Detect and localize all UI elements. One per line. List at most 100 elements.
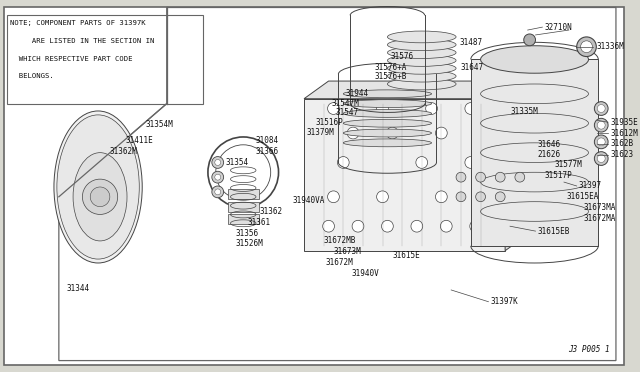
Ellipse shape [387,70,456,82]
Circle shape [387,127,398,139]
Circle shape [597,155,605,163]
Text: 31577M: 31577M [554,160,582,169]
Circle shape [215,160,221,166]
Circle shape [595,152,608,166]
Text: 31547: 31547 [335,108,358,117]
Text: 31673MA: 31673MA [584,203,616,212]
Circle shape [376,103,388,115]
Text: 31411E: 31411E [125,137,154,145]
Circle shape [323,220,335,232]
Circle shape [524,34,536,46]
Circle shape [83,179,118,214]
Ellipse shape [343,139,431,147]
Circle shape [328,103,339,115]
Circle shape [348,127,359,139]
Text: 31576: 31576 [390,52,413,61]
Text: 31647: 31647 [461,63,484,72]
Ellipse shape [343,90,431,98]
Circle shape [577,37,596,57]
Ellipse shape [387,39,456,51]
Text: 31516P: 31516P [316,118,344,127]
Circle shape [352,220,364,232]
FancyBboxPatch shape [228,202,259,212]
Ellipse shape [57,115,140,259]
Text: 31084: 31084 [255,137,278,145]
FancyBboxPatch shape [228,214,259,224]
Circle shape [337,157,349,169]
Ellipse shape [343,100,431,108]
Circle shape [580,41,593,52]
Ellipse shape [481,46,588,73]
Text: 31940VA: 31940VA [292,196,324,205]
Circle shape [90,187,110,206]
Text: 31672MB: 31672MB [324,237,356,246]
Text: 31517P: 31517P [545,171,572,180]
Circle shape [465,157,477,169]
Circle shape [597,121,605,129]
Ellipse shape [387,62,456,74]
Circle shape [435,127,447,139]
Circle shape [595,135,608,149]
Ellipse shape [343,119,431,127]
Text: 31673M: 31673M [333,247,361,256]
Circle shape [495,172,505,182]
Text: 32710N: 32710N [545,23,572,32]
Text: 3162B: 3162B [610,140,633,148]
Text: 31526M: 31526M [236,239,263,248]
Text: 31366: 31366 [255,147,278,156]
Circle shape [376,191,388,203]
Text: 31362: 31362 [260,207,283,216]
Ellipse shape [343,109,431,117]
Circle shape [212,186,223,198]
Text: 31335M: 31335M [510,107,538,116]
Circle shape [328,191,339,203]
Circle shape [595,102,608,115]
Ellipse shape [73,153,127,241]
Polygon shape [505,81,530,251]
Polygon shape [304,81,530,99]
FancyBboxPatch shape [7,15,203,104]
Text: 31576+A: 31576+A [374,63,407,72]
Ellipse shape [387,55,456,66]
Circle shape [440,220,452,232]
Text: 31623: 31623 [610,150,633,159]
Circle shape [416,157,428,169]
Circle shape [456,192,466,202]
FancyBboxPatch shape [228,189,259,199]
Circle shape [495,192,505,202]
Text: 31397K: 31397K [490,297,518,306]
Circle shape [212,171,223,183]
Text: 31547M: 31547M [332,99,359,108]
Circle shape [475,191,486,203]
Text: 31672MA: 31672MA [584,214,616,223]
Ellipse shape [54,111,142,263]
Text: 31935E: 31935E [610,118,638,127]
Text: J3 P005 1: J3 P005 1 [568,345,610,354]
Circle shape [476,192,486,202]
FancyBboxPatch shape [4,7,624,365]
Circle shape [426,103,437,115]
Text: 31356: 31356 [236,228,259,238]
Text: WHICH RESPECTIVE PART CODE: WHICH RESPECTIVE PART CODE [10,55,132,61]
Text: 31344: 31344 [67,283,90,292]
Circle shape [435,191,447,203]
FancyBboxPatch shape [304,99,505,251]
Circle shape [411,220,423,232]
Text: 31354: 31354 [225,158,249,167]
Text: 31615EB: 31615EB [538,227,570,235]
Text: NOTE; COMPONENT PARTS OF 31397K: NOTE; COMPONENT PARTS OF 31397K [10,20,145,26]
Text: 31354M: 31354M [145,120,173,129]
Circle shape [456,172,466,182]
Circle shape [595,118,608,132]
Text: 31646: 31646 [538,140,561,149]
Circle shape [515,172,525,182]
Text: 31576+B: 31576+B [374,72,407,81]
Circle shape [597,138,605,146]
Text: 31940V: 31940V [351,269,379,278]
Text: 31615E: 31615E [392,251,420,260]
Ellipse shape [343,129,431,137]
Text: 31336M: 31336M [596,42,624,51]
Text: 31672M: 31672M [326,258,353,267]
Text: 21626: 21626 [538,150,561,159]
Circle shape [470,220,481,232]
